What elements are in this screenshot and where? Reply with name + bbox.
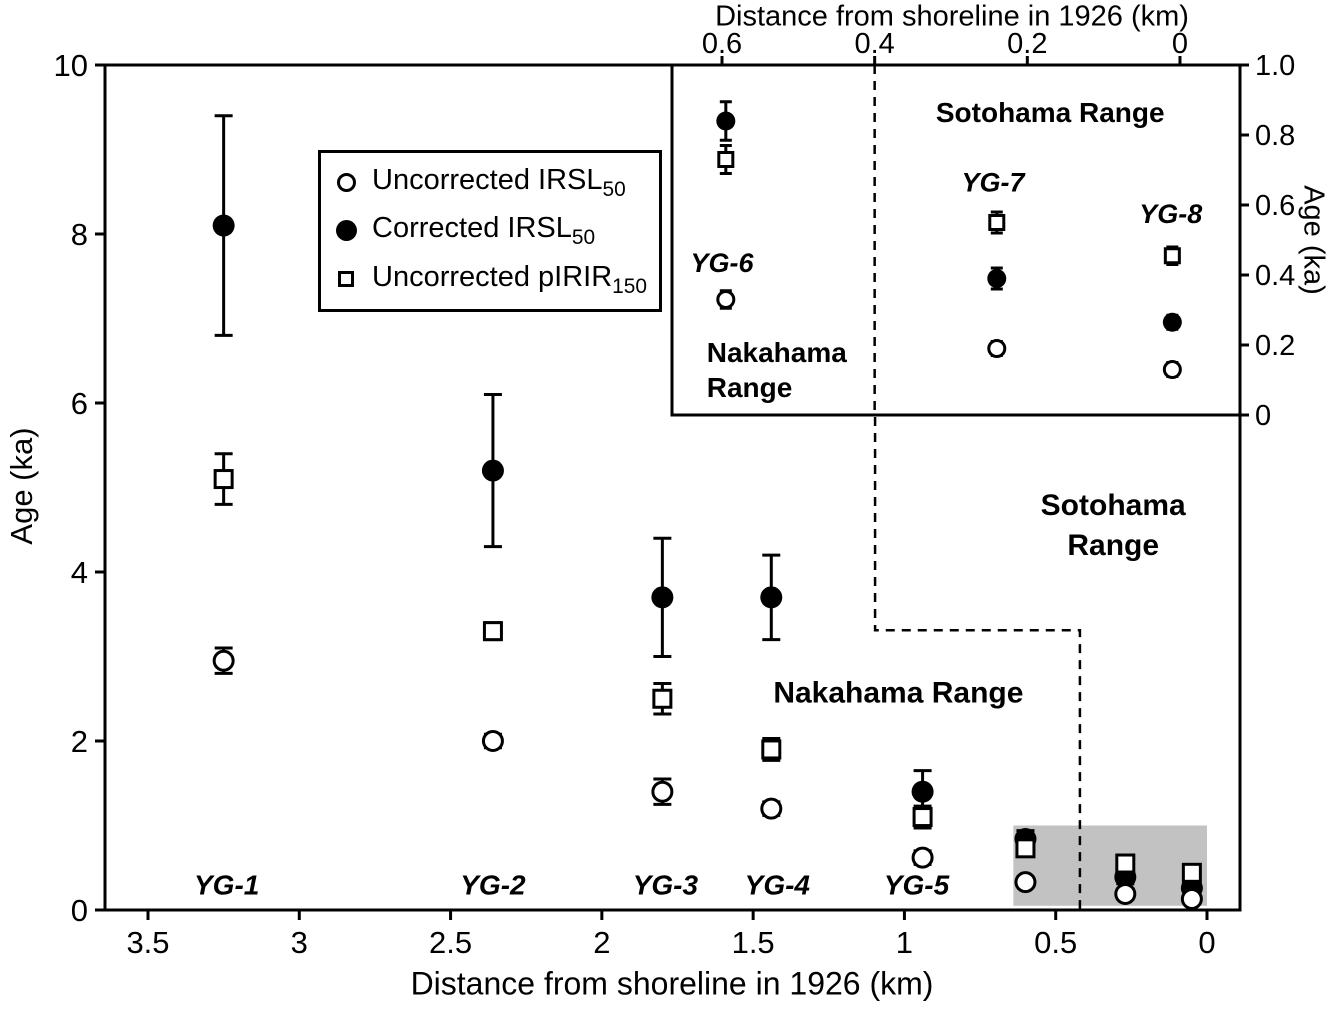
legend-marker-wrap [333, 271, 359, 288]
open-square-marker-icon [912, 807, 933, 828]
legend-label: Uncorrected pIRIR150 [372, 260, 647, 298]
filled-circle-marker-icon [760, 586, 783, 609]
x-tick-label: 2.5 [429, 925, 472, 960]
filled-circle-marker-icon [716, 111, 736, 131]
open-circle-marker-icon [1014, 871, 1037, 894]
x-tick-label: 0.5 [1034, 925, 1077, 960]
open-circle-marker-icon [760, 797, 783, 820]
legend-label: Uncorrected IRSL50 [372, 163, 626, 201]
open-circle-marker-icon [1162, 360, 1182, 379]
x-tick-label: 1.5 [732, 925, 775, 960]
filled-circle-marker-icon [212, 214, 235, 237]
inset-y-tick-label: 0.8 [1255, 120, 1295, 152]
site-label: YG-8 [1139, 199, 1202, 229]
filled-circle-marker-icon [987, 269, 1007, 288]
main-x-axis-title: Distance from shoreline in 1926 (km) [410, 965, 934, 1002]
range-annotation: Sotohama Range [936, 97, 1165, 128]
inset-x-tick-label: 0.2 [1007, 28, 1047, 60]
y-tick-label: 6 [71, 386, 88, 421]
open-circle-marker-icon [1180, 888, 1203, 911]
site-label: YG-4 [745, 869, 811, 900]
open-circle-marker-icon [987, 339, 1007, 358]
x-tick-label: 2 [593, 925, 610, 960]
open-square-marker-icon [482, 621, 503, 642]
open-square-marker-icon [1015, 838, 1036, 859]
open-circle-marker-icon [336, 173, 356, 193]
range-annotation: Range [1067, 529, 1159, 562]
open-square-marker-icon [1115, 853, 1136, 874]
filled-circle-marker-icon [911, 780, 934, 803]
open-square-marker-icon [1163, 247, 1181, 265]
open-circle-marker-icon [716, 290, 736, 309]
filled-circle-marker-icon [1162, 312, 1182, 332]
site-label: YG-6 [690, 248, 754, 278]
filled-circle-marker-icon [651, 586, 674, 609]
y-tick-label: 2 [71, 724, 88, 759]
legend-marker-wrap [333, 173, 359, 193]
x-tick-label: 1 [896, 925, 913, 960]
site-label: YG-5 [884, 869, 950, 900]
inset-x-axis-title: Distance from shoreline in 1926 (km) [715, 0, 1189, 33]
inset-x-tick-label: 0.6 [702, 28, 742, 60]
x-tick-label: 3.5 [126, 925, 169, 960]
legend-marker-wrap [333, 220, 359, 242]
filled-circle-marker-icon [481, 459, 504, 482]
open-square-marker-icon [338, 271, 354, 288]
y-tick-label: 10 [54, 48, 88, 83]
legend-item: Corrected IRSL50 [333, 212, 659, 250]
range-annotation: Range [707, 372, 793, 403]
legend: Uncorrected IRSL50 Corrected IRSL50 Uncorr… [318, 150, 662, 312]
range-annotation: Nakahama Range [773, 676, 1023, 709]
inset-y-tick-label: 0 [1255, 400, 1271, 432]
inset-y-axis-title: Age (ka) [1297, 185, 1330, 295]
inset-plot-box [670, 63, 1242, 417]
y-tick-label: 4 [71, 555, 88, 590]
open-circle-marker-icon [1114, 882, 1137, 905]
inset-y-tick-label: 1.0 [1255, 50, 1295, 82]
open-circle-marker-icon [212, 649, 235, 672]
filled-circle-marker-icon [335, 220, 357, 242]
inset-y-tick-label: 0.4 [1255, 260, 1295, 292]
inset-y-tick-label: 0.6 [1255, 190, 1295, 222]
site-label: YG-1 [194, 869, 259, 900]
legend-item: Uncorrected IRSL50 [333, 164, 659, 202]
shaded-region [1013, 825, 1207, 906]
open-square-marker-icon [652, 688, 673, 709]
open-circle-marker-icon [651, 780, 674, 803]
site-label: YG-3 [633, 869, 699, 900]
inset-y-tick-label: 0.2 [1255, 330, 1295, 362]
inset-x-tick-label: 0.4 [854, 28, 894, 60]
legend-label: Corrected IRSL50 [372, 212, 596, 249]
inset-x-tick-label: 0 [1172, 28, 1188, 60]
open-square-marker-icon [717, 151, 735, 168]
open-square-marker-icon [988, 214, 1006, 231]
x-tick-label: 3 [291, 925, 308, 960]
open-square-marker-icon [1181, 862, 1202, 883]
range-annotation: Nakahama [707, 337, 848, 368]
open-square-marker-icon [213, 469, 234, 490]
open-square-marker-icon [761, 739, 782, 760]
legend-item: Uncorrected pIRIR150 [333, 261, 659, 299]
open-circle-marker-icon [911, 846, 934, 869]
open-circle-marker-icon [481, 730, 504, 752]
site-label: YG-7 [961, 168, 1026, 198]
range-annotation: Sotohama [1041, 489, 1186, 522]
main-y-axis-title: Age (ka) [4, 427, 39, 545]
site-label: YG-2 [460, 869, 526, 900]
y-tick-label: 0 [71, 893, 88, 928]
y-tick-label: 8 [71, 217, 88, 252]
x-tick-label: 0 [1198, 925, 1215, 960]
